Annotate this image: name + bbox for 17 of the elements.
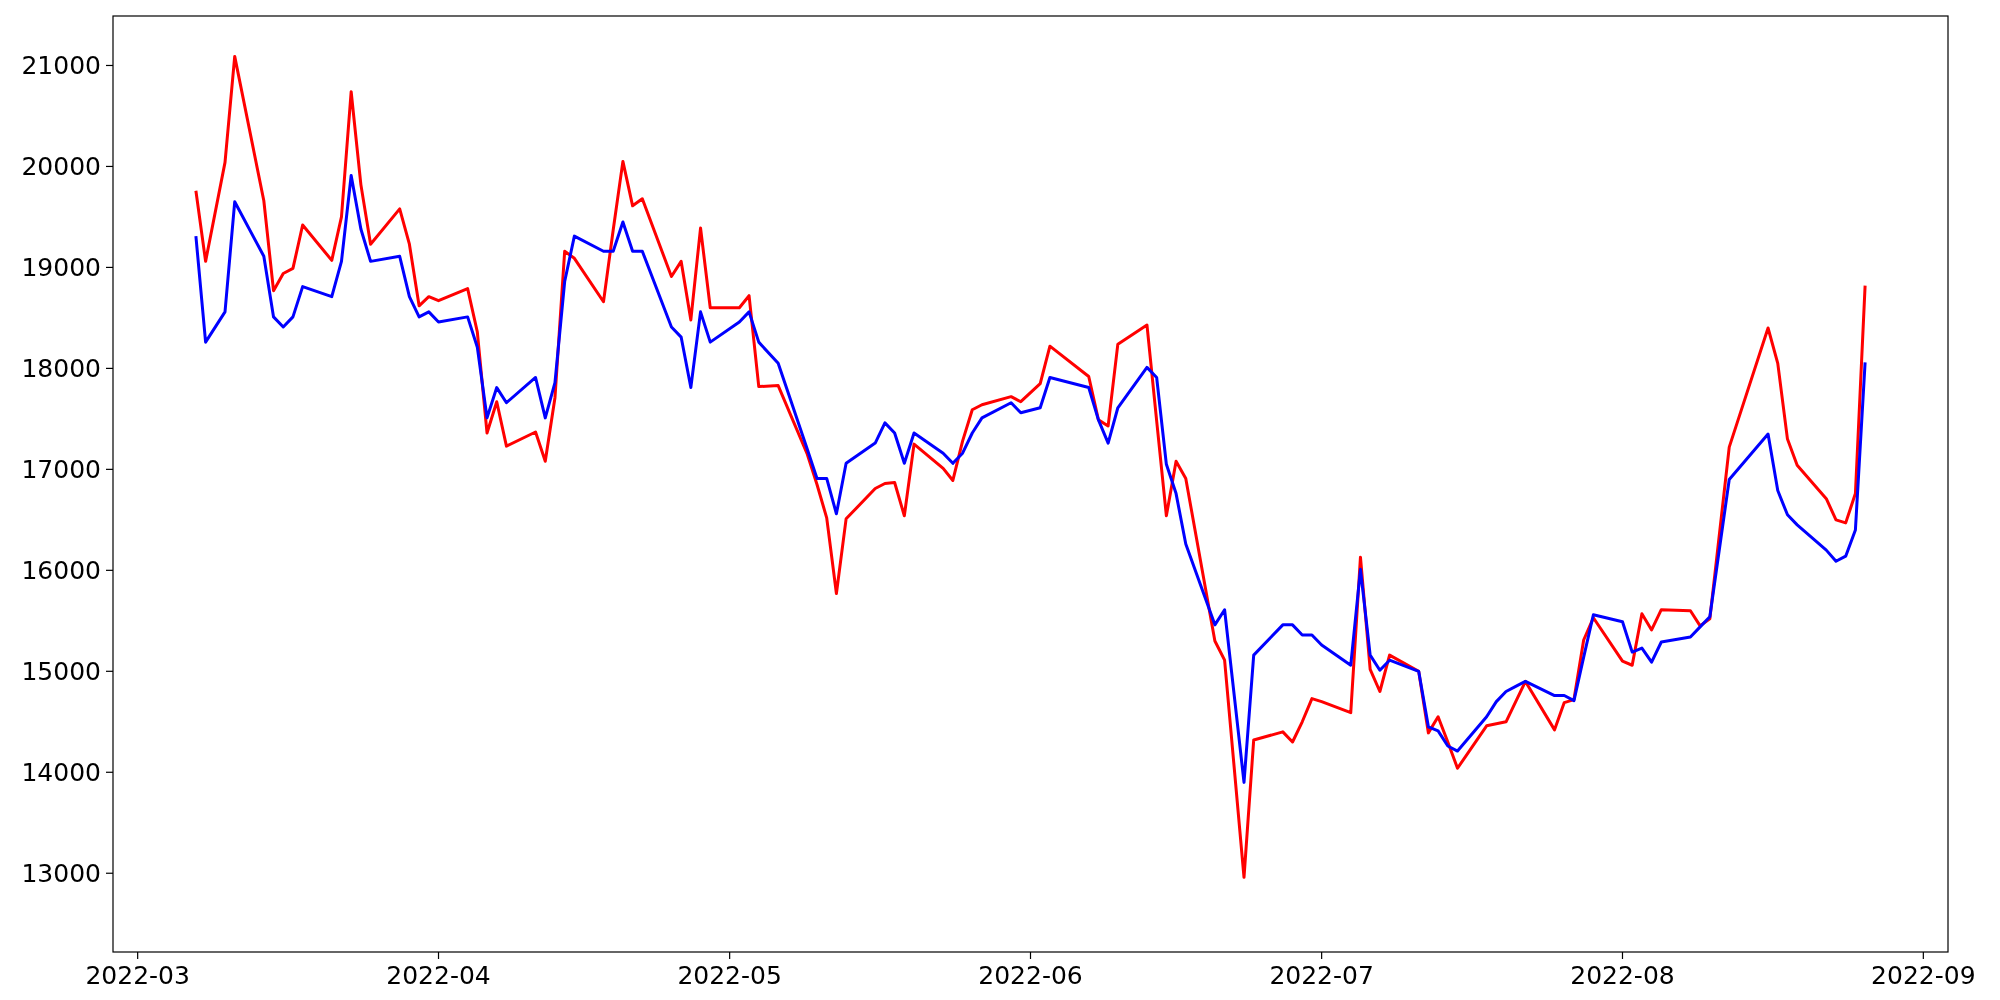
y-tick-label: 21000	[21, 51, 101, 81]
y-tick-label: 18000	[21, 354, 101, 384]
x-tick-label: 2022-09	[1871, 961, 1976, 990]
y-tick-label: 14000	[21, 758, 101, 788]
x-tick-label: 2022-03	[85, 961, 190, 990]
y-tick-label: 17000	[21, 455, 101, 485]
y-tick-label: 19000	[21, 253, 101, 283]
y-tick-label: 15000	[21, 657, 101, 687]
x-tick-label: 2022-05	[677, 961, 782, 990]
x-tick-label: 2022-08	[1570, 961, 1675, 990]
line-series	[194, 174, 1867, 784]
y-tick-label: 13000	[21, 858, 101, 888]
y-tick-label: 16000	[21, 556, 101, 586]
y-tick-label: 20000	[21, 152, 101, 182]
x-tick-label: 2022-07	[1269, 961, 1374, 990]
x-tick-label: 2022-06	[978, 961, 1083, 990]
x-tick-label: 2022-04	[386, 961, 491, 990]
